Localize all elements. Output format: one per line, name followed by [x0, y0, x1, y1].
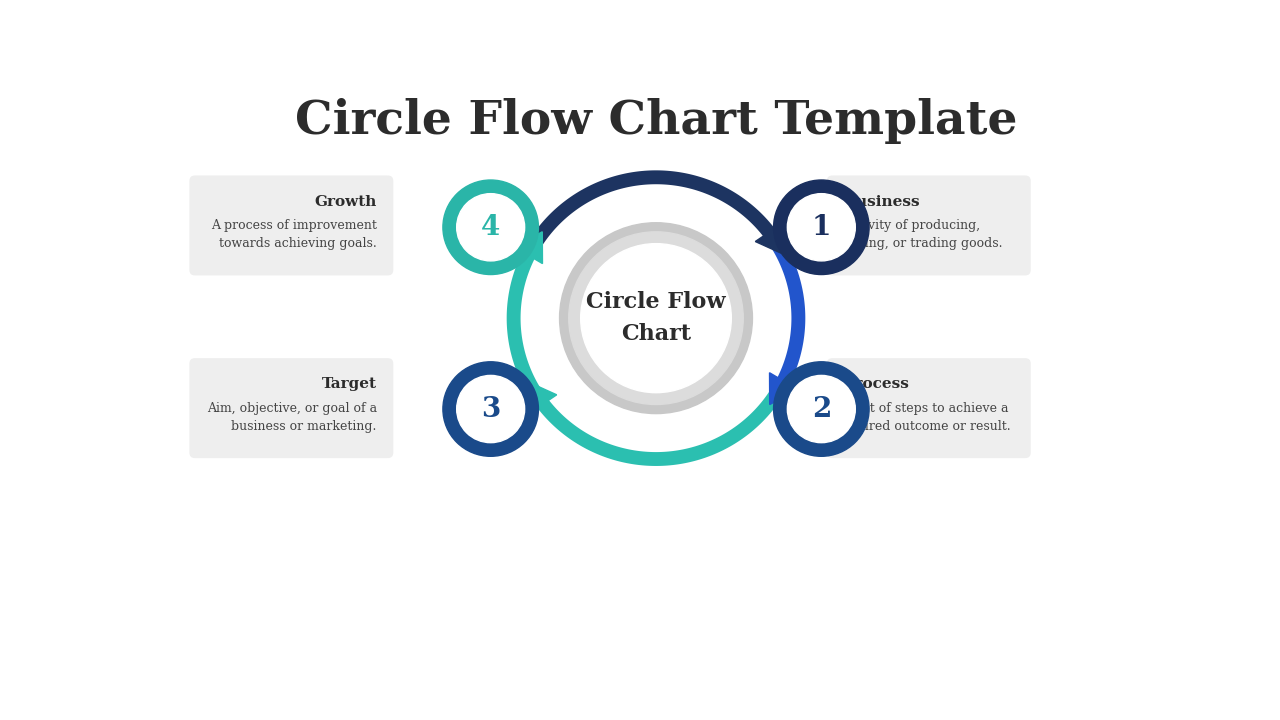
- Polygon shape: [755, 223, 785, 255]
- Text: 4: 4: [481, 214, 500, 240]
- Text: Activity of producing,
selling, or trading goods.: Activity of producing, selling, or tradi…: [844, 219, 1002, 250]
- Text: Business: Business: [844, 194, 920, 209]
- Polygon shape: [515, 232, 543, 264]
- FancyBboxPatch shape: [827, 176, 1030, 276]
- Circle shape: [559, 222, 753, 413]
- Circle shape: [568, 232, 744, 405]
- Circle shape: [787, 194, 855, 261]
- Circle shape: [443, 361, 539, 456]
- FancyBboxPatch shape: [827, 358, 1030, 458]
- Text: 1: 1: [812, 214, 831, 240]
- Circle shape: [787, 375, 855, 443]
- Text: Target: Target: [321, 377, 376, 391]
- FancyBboxPatch shape: [189, 358, 393, 458]
- Text: Circle Flow
Chart: Circle Flow Chart: [586, 291, 726, 346]
- Circle shape: [457, 375, 525, 443]
- Polygon shape: [527, 382, 557, 413]
- Circle shape: [457, 194, 525, 261]
- Text: Aim, objective, or goal of a
business or marketing.: Aim, objective, or goal of a business or…: [206, 402, 376, 433]
- Text: Process: Process: [844, 377, 909, 391]
- Text: 2: 2: [812, 395, 831, 423]
- Polygon shape: [769, 373, 797, 405]
- Text: A set of steps to achieve a
desired outcome or result.: A set of steps to achieve a desired outc…: [844, 402, 1011, 433]
- Circle shape: [773, 180, 869, 274]
- Text: Growth: Growth: [315, 194, 376, 209]
- Circle shape: [581, 243, 731, 392]
- Circle shape: [443, 180, 539, 274]
- Circle shape: [773, 361, 869, 456]
- FancyBboxPatch shape: [189, 176, 393, 276]
- Text: 3: 3: [481, 395, 500, 423]
- Text: Circle Flow Chart Template: Circle Flow Chart Template: [294, 98, 1018, 144]
- Text: A process of improvement
towards achieving goals.: A process of improvement towards achievi…: [211, 219, 376, 250]
